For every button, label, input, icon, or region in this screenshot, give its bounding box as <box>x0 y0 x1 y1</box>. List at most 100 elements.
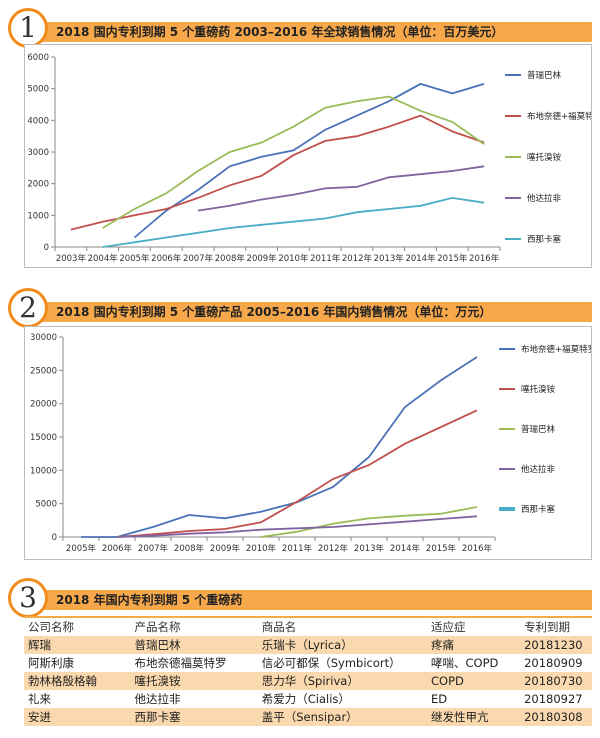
table-cell: 礼来 <box>24 690 131 708</box>
series-line-4 <box>102 196 485 248</box>
section-2-title: 2018 国内专利到期 5 个重磅产品 2005–2016 年国内销售情况（单位… <box>56 305 492 319</box>
series-line-2 <box>102 95 485 229</box>
x-tick-label: 2010年 <box>246 543 277 554</box>
patent-table: 公司名称 产品名称 商品名 适应症 专利到期辉瑞 普瑞巴林 乐瑞卡（Lyrica） 疼痛 201… <box>24 618 592 726</box>
column-header: 商品名 <box>261 620 297 634</box>
y-tick-label: 0 <box>44 243 49 253</box>
table-cell: 盖平（Sensipar） <box>257 708 427 726</box>
y-tick-label: 5000 <box>35 500 57 510</box>
legend-label-0: 布地奈德+福莫特罗 <box>521 344 591 355</box>
x-tick-label: 2005年 <box>66 543 97 554</box>
x-tick-label: 2009年 <box>210 543 241 554</box>
column-header: 专利到期 <box>524 620 571 634</box>
y-tick-label: 1000 <box>27 211 49 221</box>
x-tick-label: 2015年 <box>426 543 457 554</box>
table-cell: 勃林格殷格翰 <box>24 672 131 690</box>
table-cell: 20180730 <box>520 672 592 690</box>
y-tick-label: 25000 <box>30 366 57 376</box>
x-tick-label: 2013年 <box>354 543 385 554</box>
y-tick-label: 5000 <box>27 85 49 95</box>
table-top-rule <box>24 616 592 618</box>
table-cell: 20181230 <box>520 636 592 654</box>
legend-label-4: 西那卡塞 <box>527 234 562 245</box>
series-line-1 <box>70 114 485 231</box>
series-line-0 <box>133 82 485 239</box>
table-cell: 哮喘、COPD <box>427 654 521 672</box>
section-3: 2018 年国内专利到期 5 个重磅药 3 公司名称 产品名称 商品名 适应症 专利到期… <box>0 578 600 738</box>
legend-label-1: 布地奈德+福莫特罗 <box>527 111 591 122</box>
table-cell: 20180909 <box>520 654 592 672</box>
table-cell: 普瑞巴林 <box>130 636 258 654</box>
x-tick-label: 2015年 <box>437 253 468 264</box>
legend-label-4: 西那卡塞 <box>521 504 556 515</box>
legend-label-3: 他达拉非 <box>527 193 562 204</box>
x-tick-label: 2006年 <box>151 253 182 264</box>
x-tick-label: 2014年 <box>405 253 436 264</box>
x-tick-label: 2005年 <box>119 253 150 264</box>
legend-label-3: 他达拉非 <box>521 464 556 475</box>
section-3-title: 2018 年国内专利到期 5 个重磅药 <box>56 593 243 607</box>
table-header-row: 公司名称 产品名称 商品名 适应症 专利到期 <box>24 618 592 636</box>
series-line-0 <box>81 356 478 538</box>
chart-1: 0 1000 2000 3000 4000 5000 6000 2003年 2004年 2005年… <box>27 53 600 264</box>
table-cell: 继发性甲亢 <box>427 708 521 726</box>
chart-1-frame: 0 1000 2000 3000 4000 5000 6000 2003年 2004年 2005年… <box>24 44 600 268</box>
table-row: 辉瑞 普瑞巴林 乐瑞卡（Lyrica） 疼痛 20181230 <box>24 636 592 654</box>
x-tick-label: 2009年 <box>247 253 278 264</box>
section-2-number: 2 <box>8 288 48 328</box>
column-header: 公司名称 <box>28 620 74 634</box>
x-tick-label: 2014年 <box>390 543 421 554</box>
column-header: 适应症 <box>431 620 466 634</box>
y-tick-label: 15000 <box>30 433 57 443</box>
x-tick-label: 2008年 <box>215 253 246 264</box>
section-3-number: 3 <box>8 578 48 618</box>
y-tick-label: 6000 <box>27 53 49 63</box>
x-tick-label: 2004年 <box>88 253 119 264</box>
table-cell: 西那卡塞 <box>130 708 258 726</box>
series-line-3 <box>197 165 485 212</box>
legend-label-0: 普瑞巴林 <box>527 70 562 81</box>
x-tick-label: 2007年 <box>138 543 169 554</box>
table-cell: 乐瑞卡（Lyrica） <box>257 636 427 654</box>
section-1-title: 2018 国内专利到期 5 个重磅药 2003–2016 年全球销售情况（单位：… <box>56 25 504 39</box>
x-tick-label: 2007年 <box>183 253 214 264</box>
table-cell: 信必可都保（Symbicort） <box>257 654 427 672</box>
x-tick-label: 2011年 <box>282 543 313 554</box>
section-1: 2018 国内专利到期 5 个重磅药 2003–2016 年全球销售情况（单位：… <box>0 0 600 272</box>
table-cell: 疼痛 <box>427 636 521 654</box>
table-cell: 思力华（Spiriva） <box>257 672 427 690</box>
section-3-banner: 2018 年国内专利到期 5 个重磅药 <box>24 590 592 610</box>
y-tick-label: 3000 <box>27 148 49 158</box>
chart-2: 0 5000 10000 15000 20000 25000 30000 2005年 2006年… <box>30 333 596 554</box>
y-tick-label: 4000 <box>27 116 49 126</box>
x-tick-label: 2003年 <box>56 253 87 264</box>
x-tick-label: 2012年 <box>318 543 349 554</box>
section-2-banner: 2018 国内专利到期 5 个重磅产品 2005–2016 年国内销售情况（单位… <box>24 302 592 322</box>
table-cell: 布地奈德福莫特罗 <box>130 654 258 672</box>
table-cell: 阿斯利康 <box>24 654 131 672</box>
legend-label-2: 噻托溴铵 <box>527 152 562 163</box>
table-cell: 噻托溴铵 <box>130 672 258 690</box>
y-tick-label: 10000 <box>30 466 57 476</box>
y-tick-label: 30000 <box>30 333 57 343</box>
table-cell: 20180308 <box>520 708 592 726</box>
x-tick-label: 2006年 <box>102 543 133 554</box>
x-tick-label: 2013年 <box>374 253 405 264</box>
section-1-banner: 2018 国内专利到期 5 个重磅药 2003–2016 年全球销售情况（单位：… <box>24 22 592 42</box>
x-tick-label: 2011年 <box>310 253 341 264</box>
table-cell: 20180927 <box>520 690 592 708</box>
table-row: 阿斯利康 布地奈德福莫特罗 信必可都保（Symbicort） 哮喘、COPD 20180… <box>24 654 592 672</box>
x-tick-label: 2016年 <box>469 253 500 264</box>
table-cell: 他达拉非 <box>130 690 258 708</box>
x-tick-label: 2008年 <box>174 543 205 554</box>
series-line-2 <box>260 506 478 538</box>
y-tick-label: 20000 <box>30 400 57 410</box>
column-header: 产品名称 <box>134 620 181 634</box>
table-row: 安进 西那卡塞 盖平（Sensipar） 继发性甲亢 20180308 <box>24 708 592 726</box>
series-line-1 <box>116 409 478 538</box>
table-row: 勃林格殷格翰 噻托溴铵 思力华（Spiriva） COPD 20180730 <box>24 672 592 690</box>
y-tick-label: 2000 <box>27 180 49 190</box>
legend-label-1: 噻托溴铵 <box>521 384 556 395</box>
table-cell: 希爱力（Cialis） <box>257 690 427 708</box>
table-cell: 安进 <box>24 708 131 726</box>
